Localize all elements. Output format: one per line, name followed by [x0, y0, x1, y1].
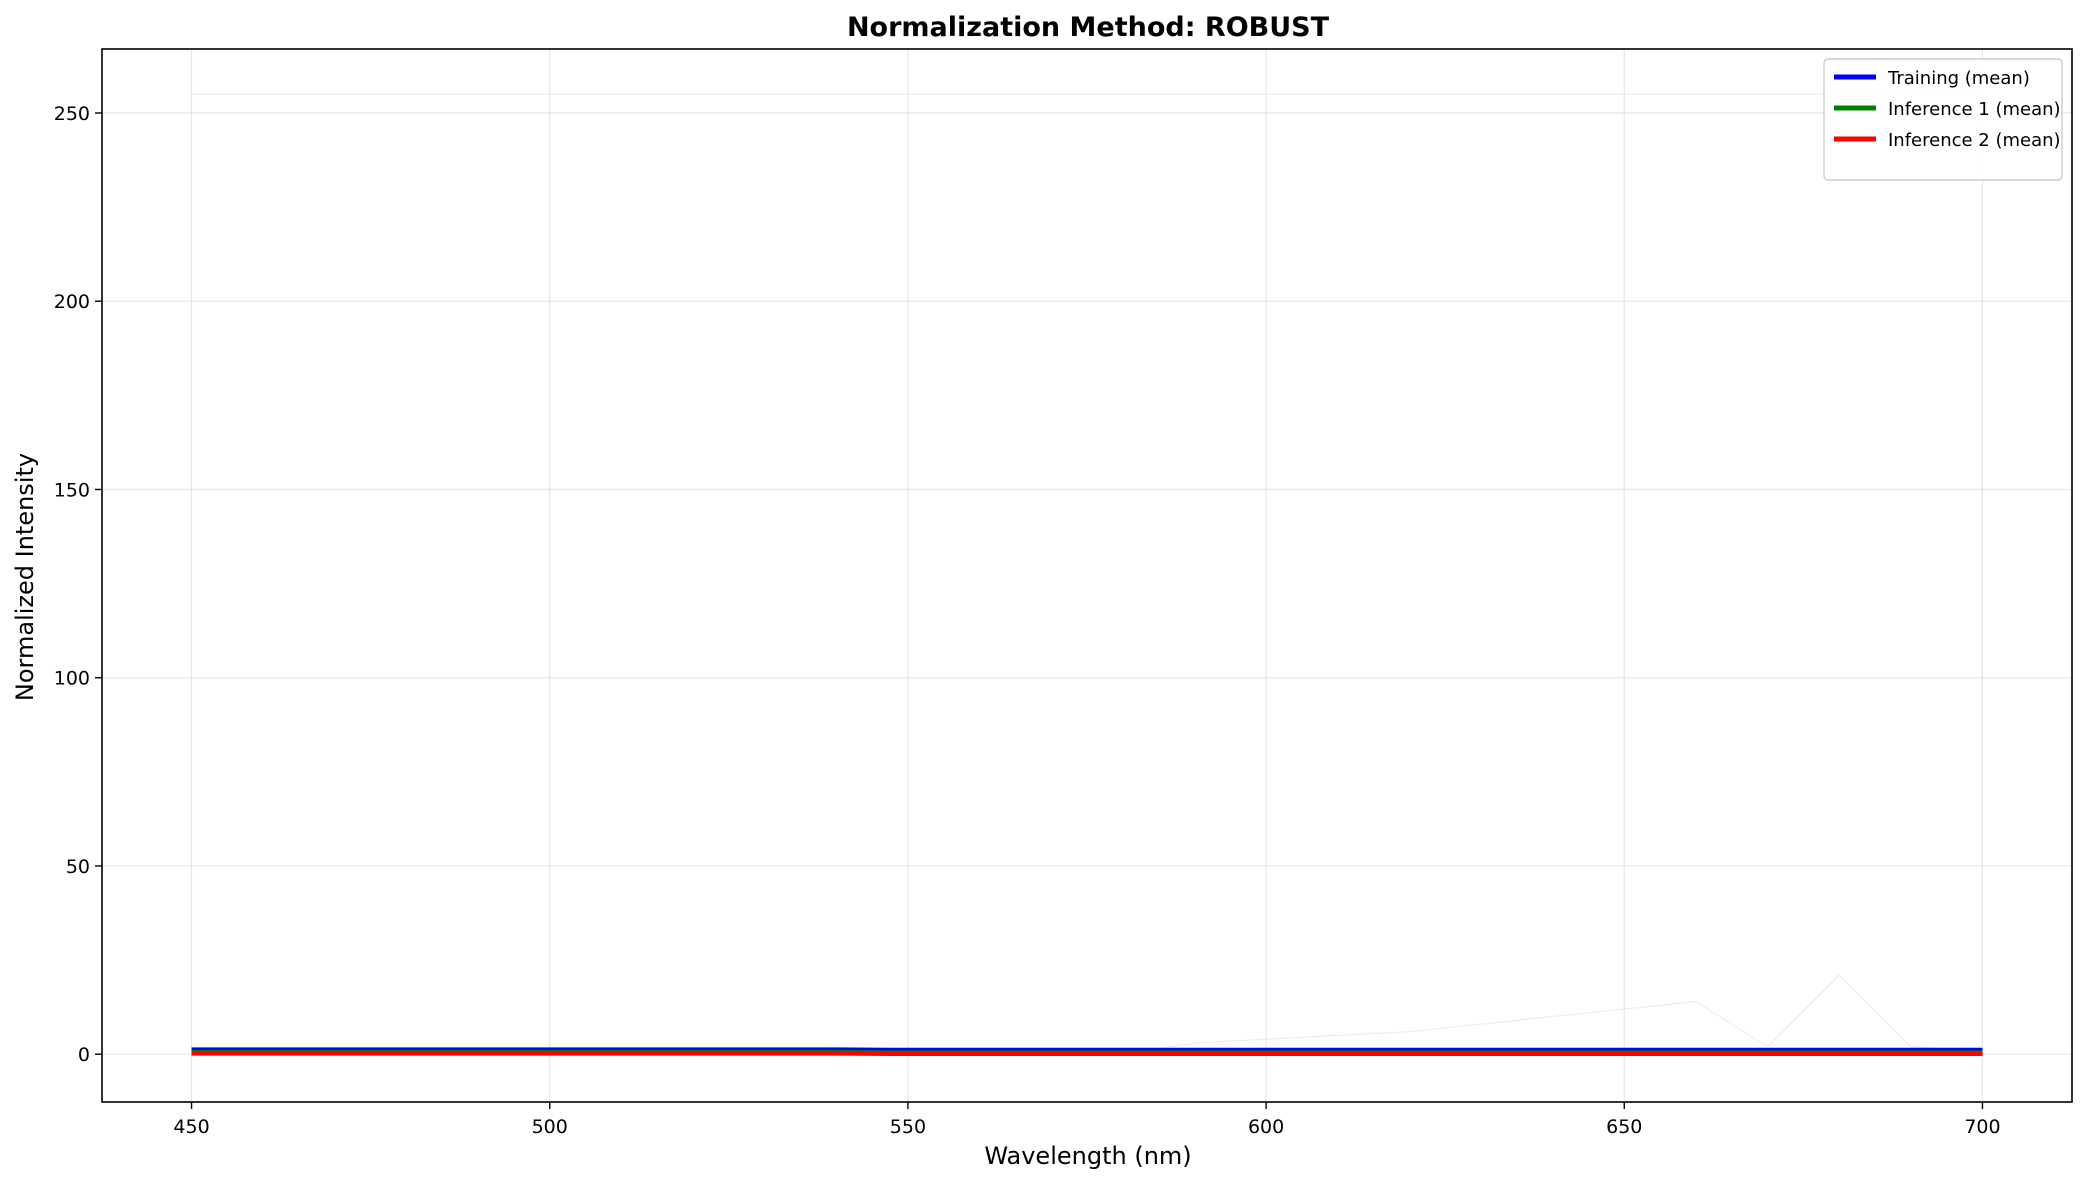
x-tick-label: 550	[890, 1116, 926, 1138]
y-axis-label: Normalized Intensity	[11, 453, 39, 701]
x-axis-label: Wavelength (nm)	[984, 1142, 1191, 1170]
y-tick-label: 50	[66, 856, 90, 878]
y-tick-label: 0	[78, 1044, 90, 1066]
x-tick-label: 650	[1606, 1116, 1642, 1138]
legend-label: Training (mean)	[1887, 68, 2030, 89]
y-tick-label: 150	[54, 479, 90, 501]
x-tick-label: 600	[1248, 1116, 1284, 1138]
x-tick-label: 500	[532, 1116, 568, 1138]
x-tick-label: 450	[173, 1116, 209, 1138]
y-tick-label: 200	[54, 291, 90, 313]
y-tick-label: 100	[54, 668, 90, 690]
y-tick-label: 250	[54, 103, 90, 125]
chart-title: Normalization Method: ROBUST	[847, 12, 1330, 43]
series-lines	[192, 1050, 1983, 1054]
x-tick-label: 700	[1964, 1116, 2000, 1138]
legend: Training (mean) Inference 1 (mean) Inferen…	[1824, 59, 2062, 180]
legend-label: Inference 2 (mean)	[1888, 130, 2061, 151]
legend-label: Inference 1 (mean)	[1888, 99, 2061, 120]
